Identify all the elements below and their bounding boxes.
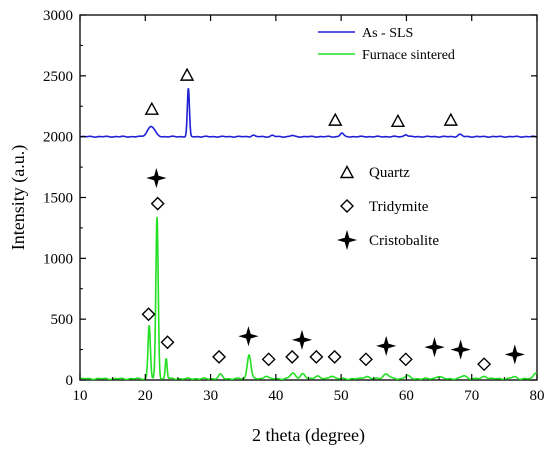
quartz-legend-marker: [339, 165, 355, 179]
cristobalite-marker: [424, 337, 445, 358]
y-tick-label: 3000: [43, 8, 73, 24]
x-tick-label: 40: [268, 388, 283, 404]
y-tick-label: 500: [51, 312, 74, 328]
tridymite-marker: [160, 335, 175, 350]
tridymite-marker: [398, 352, 413, 367]
tridymite-marker: [285, 349, 300, 364]
quartz-marker: [144, 101, 159, 115]
tridymite-legend-marker: [340, 199, 354, 213]
cristobalite-marker: [450, 339, 471, 360]
phase-legend-label: Cristobalite: [369, 233, 439, 249]
series-line-0: [80, 88, 537, 138]
quartz-marker: [179, 67, 195, 81]
x-tick-label: 60: [399, 388, 414, 404]
x-axis-title: 2 theta (degree): [252, 425, 365, 446]
x-tick-label: 80: [530, 388, 545, 404]
y-tick-label: 1000: [43, 251, 73, 267]
legend: As - SLS Furnace sintered: [318, 26, 455, 63]
tridymite-marker: [358, 352, 373, 367]
cristobalite-marker: [238, 326, 259, 347]
legend-label: As - SLS: [362, 26, 413, 41]
tridymite-marker: [309, 349, 324, 364]
tridymite-marker: [212, 349, 227, 364]
phase-legend-label: Tridymite: [369, 199, 429, 215]
quartz-marker: [328, 112, 343, 126]
y-axis-title: Intensity (a.u.): [8, 145, 29, 250]
marker-layer: [141, 67, 525, 372]
y-tick-label: 0: [66, 373, 74, 389]
tridymite-marker: [141, 307, 156, 322]
x-tick-label: 70: [464, 388, 479, 404]
tridymite-marker: [261, 352, 276, 367]
cristobalite-marker: [376, 335, 397, 357]
x-tick-label: 10: [73, 388, 88, 404]
axis-layer: 10 20 30 40 50 60 70 80 0 500 1000 1500 2000 2500 3000: [43, 8, 545, 404]
tridymite-marker: [150, 196, 165, 211]
tridymite-marker: [327, 349, 342, 364]
x-tick-label: 20: [138, 388, 153, 404]
series-line-1: [80, 216, 537, 380]
y-tick-label: 2000: [43, 130, 73, 146]
series-layer: [80, 88, 537, 380]
cristobalite-legend-marker: [336, 229, 358, 251]
cristobalite-marker: [146, 167, 167, 189]
cristobalite-marker: [504, 344, 525, 365]
y-tick-label: 2500: [43, 69, 73, 85]
cristobalite-marker: [291, 329, 313, 350]
quartz-marker: [443, 112, 459, 126]
y-tick-label: 1500: [43, 191, 73, 207]
tridymite-marker: [477, 357, 492, 372]
phase-legend: Quartz Tridymite Cristobalite: [336, 165, 439, 251]
phase-legend-label: Quartz: [369, 165, 410, 181]
quartz-marker: [390, 113, 406, 128]
x-tick-label: 30: [203, 388, 218, 404]
legend-label: Furnace sintered: [362, 48, 455, 63]
x-tick-label: 50: [334, 388, 349, 404]
